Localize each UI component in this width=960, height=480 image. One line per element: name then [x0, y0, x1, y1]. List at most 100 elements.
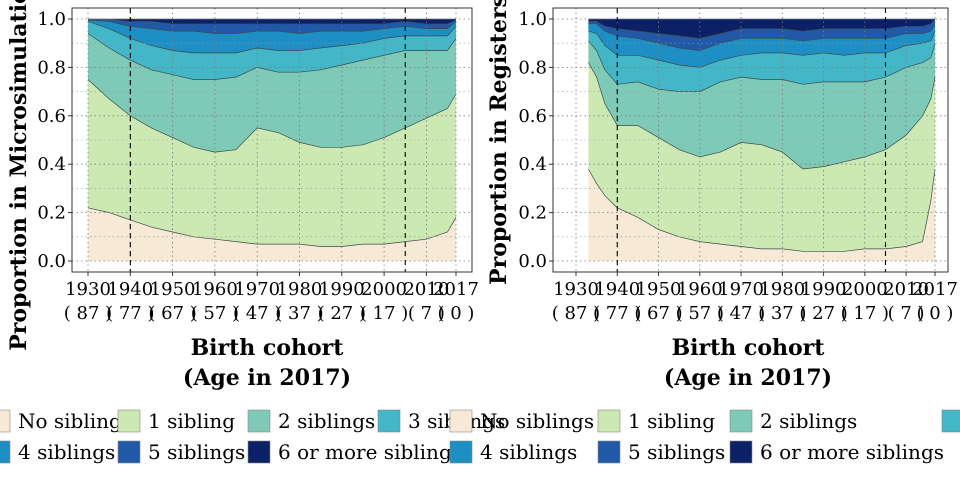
legend-key-no-siblings [0, 409, 11, 433]
legend-label-5-siblings: 5 siblings [148, 440, 245, 464]
x-tick-age-label: ( 17 ) [360, 303, 408, 324]
x-tick-age-label: ( 0 ) [917, 303, 954, 324]
x-tick-label: 2017 [912, 279, 958, 300]
legend-label-6-or-more-siblings: 6 or more siblings [760, 440, 944, 464]
x-tick-age-label: ( 87 ) [552, 303, 600, 324]
legend-key-6-or-more-siblings [729, 440, 753, 464]
x-tick-age-label: ( 47 ) [717, 303, 765, 324]
plot-frame [552, 7, 949, 273]
area-1-sibling [588, 62, 935, 252]
x-tick-label: 2010 [883, 279, 929, 300]
legend-key-1-sibling [597, 409, 621, 433]
legend-label-6-or-more-siblings: 6 or more siblings [278, 440, 462, 464]
y-tick-label: 0.2 [518, 203, 547, 224]
x-axis-label: Birth cohort [191, 335, 345, 361]
x-tick-label: 1990 [319, 279, 365, 300]
legend-key-3-siblings [941, 409, 960, 433]
area-2-siblings [88, 33, 456, 153]
legend-key-1-sibling [117, 409, 141, 433]
x-axis-label: (Age in 2017) [183, 365, 351, 391]
y-tick-label: 0.4 [518, 154, 547, 175]
legend-label-1-sibling: 1 sibling [148, 409, 235, 433]
y-tick-label: 0.8 [37, 57, 66, 78]
y-tick-label: 0.6 [518, 106, 547, 127]
legend-key-6-or-more-siblings [247, 440, 271, 464]
x-tick-label: 2010 [403, 279, 449, 300]
y-tick-label: 0.0 [37, 251, 66, 272]
panel-microsimulation: 0.0 0.2 0.4 0.6 0.8 1.0 1930 ( 87 ) 1940 ( 77 ) 19… [6, 0, 479, 391]
y-tick-label: 0.8 [518, 57, 547, 78]
boundary-4-siblings [588, 23, 936, 51]
boundary-5-siblings [588, 18, 936, 39]
legend-key-2-siblings [729, 409, 753, 433]
y-tick-label: 0.4 [37, 154, 66, 175]
y-axis-label: Proportion in Microsimulation [6, 0, 32, 351]
y-tick-label: 0.0 [518, 251, 547, 272]
x-tick-age-label: ( 27 ) [318, 303, 366, 324]
legend-label-no-siblings: No siblings [480, 409, 594, 433]
legend-label-1-sibling: 1 sibling [628, 409, 715, 433]
x-tick-label: 1950 [150, 279, 196, 300]
x-axis-label: (Age in 2017) [664, 365, 832, 391]
x-tick-age-label: ( 37 ) [758, 303, 806, 324]
x-tick-label: 2000 [361, 279, 407, 300]
boundary-3-siblings [588, 30, 936, 68]
x-tick-label: 2000 [842, 279, 888, 300]
x-tick-label: 1960 [192, 279, 238, 300]
legend-key-5-siblings [597, 440, 621, 464]
y-tick-label: 0.2 [37, 203, 66, 224]
x-tick-label: 1970 [718, 279, 764, 300]
area-2-siblings [588, 40, 935, 169]
x-tick-age-label: ( 0 ) [438, 303, 475, 324]
x-tick-label: 1970 [234, 279, 280, 300]
x-tick-label: 1980 [277, 279, 323, 300]
area-6-or-more-siblings [88, 19, 456, 24]
area-5-siblings [588, 19, 935, 51]
area-no-siblings [88, 207, 456, 261]
x-tick-age-label: ( 27 ) [799, 303, 847, 324]
legend-key-4-siblings [449, 440, 473, 464]
x-tick-age-label: ( 57 ) [676, 303, 724, 324]
legend-key-2-siblings [247, 409, 271, 433]
x-tick-age-label: ( 17 ) [841, 303, 889, 324]
legend-label-2-siblings: 2 siblings [760, 409, 857, 433]
x-axis-label: Birth cohort [672, 335, 826, 361]
boundary-1-sibling [588, 62, 936, 170]
y-tick-label: 1.0 [37, 9, 66, 30]
x-tick-age-label: ( 87 ) [64, 303, 112, 324]
x-tick-age-label: ( 77 ) [106, 303, 154, 324]
x-tick-age-label: ( 47 ) [233, 303, 281, 324]
x-tick-label: 1930 [553, 279, 599, 300]
area-3-siblings [588, 31, 935, 92]
x-tick-label: 1950 [636, 279, 682, 300]
legend-label-4-siblings: 4 siblings [480, 440, 577, 464]
legend-key-4-siblings [0, 440, 11, 464]
legend-key-3-siblings [377, 409, 401, 433]
boundary-2-siblings [588, 40, 936, 92]
x-tick-label: 1930 [65, 279, 111, 300]
y-tick-label: 1.0 [518, 9, 547, 30]
area-no-siblings [588, 169, 935, 261]
legend-label-no-siblings: No siblings [18, 409, 132, 433]
x-tick-label: 1990 [801, 279, 847, 300]
x-tick-label: 1980 [759, 279, 805, 300]
x-tick-age-label: ( 77 ) [593, 303, 641, 324]
x-tick-label: 1940 [107, 279, 153, 300]
legend-key-5-siblings [117, 440, 141, 464]
x-tick-label: 2017 [433, 279, 479, 300]
area-5-siblings [88, 19, 456, 34]
boundary-2-siblings [87, 33, 457, 80]
x-tick-age-label: ( 7 ) [408, 303, 445, 324]
legend-key-no-siblings [449, 409, 473, 433]
area-3-siblings [88, 21, 456, 80]
x-tick-age-label: ( 7 ) [888, 303, 925, 324]
boundary-no-siblings [588, 168, 936, 252]
area-4-siblings [588, 23, 935, 68]
x-tick-age-label: ( 67 ) [634, 303, 682, 324]
legend-label-2-siblings: 2 siblings [278, 409, 375, 433]
x-tick-label: 1960 [677, 279, 723, 300]
panel-registers: 0.0 0.2 0.4 0.6 0.8 1.0 1930 ( 87 ) 1940 ( 77 ) 19… [486, 0, 958, 391]
